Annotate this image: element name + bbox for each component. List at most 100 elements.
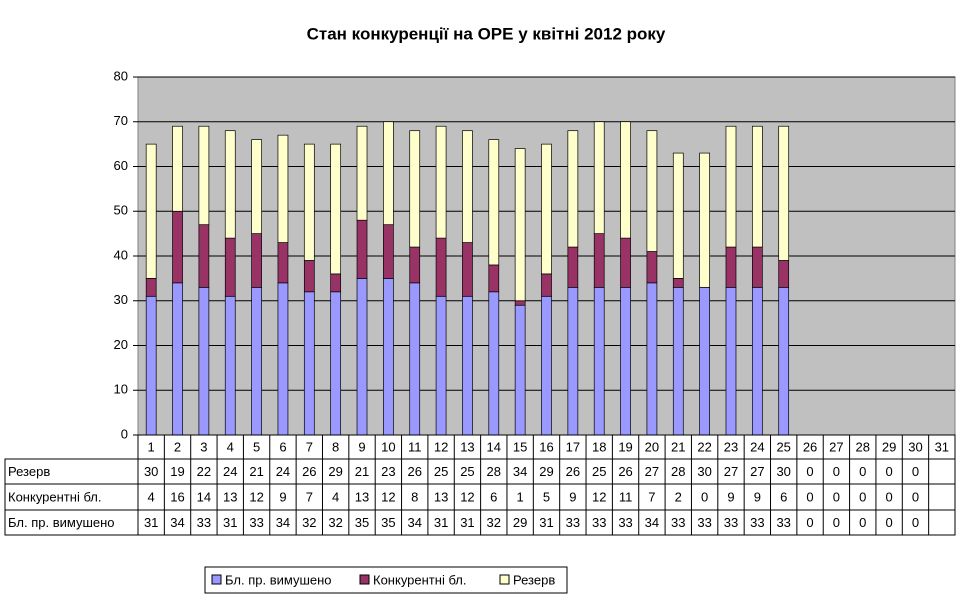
bar-segment <box>198 125 210 226</box>
bar-segment <box>435 295 447 436</box>
table-cell: 0 <box>859 515 866 530</box>
x-tick-label: 7 <box>306 439 313 454</box>
table-cell: 0 <box>912 515 919 530</box>
table-cell: 13 <box>434 489 448 504</box>
bar-segment <box>251 233 262 288</box>
x-tick-label: 4 <box>227 439 234 454</box>
table-cell: 7 <box>306 489 313 504</box>
table-cell: 33 <box>618 515 632 530</box>
bar-segment <box>409 130 421 248</box>
x-tick-label: 30 <box>908 439 922 454</box>
bar-segment <box>567 130 579 248</box>
bar-segment <box>725 125 737 248</box>
legend-label: Резерв <box>513 572 555 587</box>
legend-label: Конкурентні бл. <box>373 572 467 587</box>
bar-segment <box>435 125 447 239</box>
bar-segment <box>383 121 394 226</box>
bar-segment <box>172 282 183 436</box>
legend-swatch <box>211 574 222 585</box>
bar-segment <box>646 251 658 284</box>
x-tick-label: 5 <box>253 439 260 454</box>
bar-segment <box>356 219 368 279</box>
y-tick-label: 70 <box>114 113 128 128</box>
bar-segment <box>303 143 315 261</box>
table-cell: 9 <box>754 489 761 504</box>
x-tick-label: 22 <box>697 439 711 454</box>
bar-segment <box>514 148 526 302</box>
bar-segment <box>277 242 289 284</box>
bar-segment <box>224 295 236 436</box>
table-cell: 8 <box>411 489 418 504</box>
table-cell: 29 <box>539 464 553 479</box>
bar-segment <box>488 264 500 293</box>
table-cell: 0 <box>912 464 919 479</box>
table-cell: 31 <box>144 515 158 530</box>
table-cell: 29 <box>328 464 342 479</box>
x-tick-label: 24 <box>750 439 764 454</box>
table-cell: 33 <box>197 515 211 530</box>
table-cell: 29 <box>513 515 527 530</box>
y-tick-label: 60 <box>114 158 128 173</box>
table-cell: 0 <box>701 489 708 504</box>
table-cell: 19 <box>170 464 184 479</box>
table-cell: 0 <box>833 489 840 504</box>
x-tick-label: 31 <box>935 439 949 454</box>
table-cell: 25 <box>434 464 448 479</box>
x-tick-label: 19 <box>618 439 632 454</box>
bar-segment <box>198 286 210 436</box>
x-tick-label: 28 <box>856 439 870 454</box>
bar-segment <box>514 304 526 436</box>
bar-segment <box>567 286 579 436</box>
table-cell: 32 <box>487 515 501 530</box>
bar-segment <box>541 143 552 275</box>
table-cell: 9 <box>569 489 576 504</box>
table-cell: 4 <box>332 489 339 504</box>
table-cell: 23 <box>381 464 395 479</box>
table-cell: 32 <box>328 515 342 530</box>
bar-segment <box>198 224 210 288</box>
x-tick-label: 16 <box>539 439 553 454</box>
table-cell: 0 <box>806 515 813 530</box>
x-tick-label: 26 <box>803 439 817 454</box>
bar-segment <box>303 260 315 293</box>
table-cell: 31 <box>434 515 448 530</box>
legend-label: Бл. пр. вимушено <box>225 572 332 587</box>
x-tick-label: 13 <box>460 439 474 454</box>
bar-segment <box>699 286 710 436</box>
table-cell: 24 <box>276 464 290 479</box>
table-cell: 0 <box>833 464 840 479</box>
table-cell: 14 <box>197 489 211 504</box>
bar-segment <box>303 291 315 436</box>
table-cell: 31 <box>539 515 553 530</box>
table-cell: 21 <box>355 464 369 479</box>
bar-segment <box>514 300 526 306</box>
table-cell: 34 <box>513 464 527 479</box>
table-cell: 32 <box>302 515 316 530</box>
bar-segment <box>620 237 631 288</box>
table-cell: 21 <box>249 464 263 479</box>
bar-segment <box>541 273 552 297</box>
table-cell: 33 <box>592 515 606 530</box>
x-tick-label: 25 <box>776 439 790 454</box>
bar-segment <box>751 125 763 248</box>
y-tick-label: 20 <box>114 337 128 352</box>
x-tick-label: 29 <box>882 439 896 454</box>
table-cell: 0 <box>859 464 866 479</box>
x-tick-label: 6 <box>279 439 286 454</box>
table-cell: 30 <box>697 464 711 479</box>
x-tick-label: 20 <box>645 439 659 454</box>
table-cell: 26 <box>407 464 421 479</box>
table-cell: 9 <box>727 489 734 504</box>
bar-segment <box>356 125 368 221</box>
table-row-label: Резерв <box>8 464 50 479</box>
legend-swatch <box>359 574 370 585</box>
bar-segment <box>145 278 157 297</box>
bar-segment <box>725 246 737 288</box>
table-cell: 26 <box>302 464 316 479</box>
bar-segment <box>145 143 157 279</box>
bar-segment <box>172 125 183 212</box>
bar-segment <box>620 121 631 239</box>
table-cell: 33 <box>566 515 580 530</box>
table-cell: 28 <box>671 464 685 479</box>
x-tick-label: 9 <box>358 439 365 454</box>
